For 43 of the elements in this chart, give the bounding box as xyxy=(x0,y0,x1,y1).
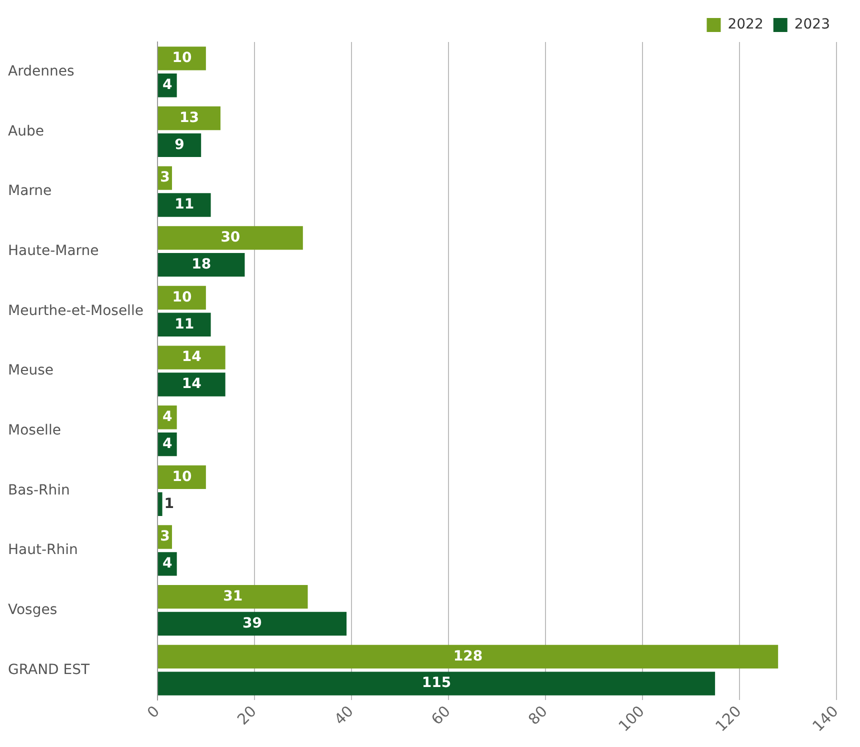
data-label: 4 xyxy=(162,556,173,572)
data-label: 128 xyxy=(453,648,483,664)
legend-label: 2022 xyxy=(728,16,764,33)
data-label: 31 xyxy=(223,588,243,604)
y-tick-label: Bas-Rhin xyxy=(8,482,70,498)
y-tick-label: GRAND EST xyxy=(8,662,90,678)
data-label: 4 xyxy=(162,436,173,452)
y-tick-label: Aube xyxy=(8,123,44,140)
data-label: 11 xyxy=(174,316,194,332)
legend-label: 2023 xyxy=(794,16,830,33)
data-label: 10 xyxy=(172,289,192,306)
data-label: 14 xyxy=(182,349,202,366)
data-label: 3 xyxy=(160,528,170,545)
y-tick-label: Marne xyxy=(8,183,52,200)
x-tick-label: 40 xyxy=(330,702,357,728)
y-tick-label: Meuse xyxy=(8,362,54,379)
data-label: 10 xyxy=(172,50,192,66)
x-tick-label: 0 xyxy=(144,702,164,722)
x-tick-label: 100 xyxy=(614,702,648,736)
data-label: 11 xyxy=(174,196,194,213)
y-tick-label: Haut-Rhin xyxy=(8,542,78,558)
data-label: 9 xyxy=(174,136,184,153)
data-label: 115 xyxy=(422,675,452,692)
y-tick-label: Moselle xyxy=(8,422,61,438)
data-label: 4 xyxy=(162,409,173,426)
x-tick-label: 120 xyxy=(712,702,745,736)
x-tick-label: 20 xyxy=(234,702,260,728)
data-label: 3 xyxy=(160,170,170,186)
data-label: 14 xyxy=(182,376,202,392)
data-label: 13 xyxy=(179,110,199,126)
data-label: 39 xyxy=(242,615,262,632)
y-tick-label: Meurthe-et-Moselle xyxy=(8,302,144,319)
y-tick-label: Vosges xyxy=(8,602,58,618)
data-label: 30 xyxy=(220,230,240,246)
data-label: 4 xyxy=(162,77,173,94)
data-label: 10 xyxy=(172,468,192,485)
data-label: 18 xyxy=(192,256,212,272)
x-tick-label: 60 xyxy=(428,702,454,728)
y-tick-label: Haute-Marne xyxy=(8,243,99,260)
x-tick-label: 140 xyxy=(808,702,842,736)
x-tick-label: 80 xyxy=(524,702,551,728)
data-label: 1 xyxy=(164,496,174,512)
y-tick-label: Ardennes xyxy=(8,64,74,80)
